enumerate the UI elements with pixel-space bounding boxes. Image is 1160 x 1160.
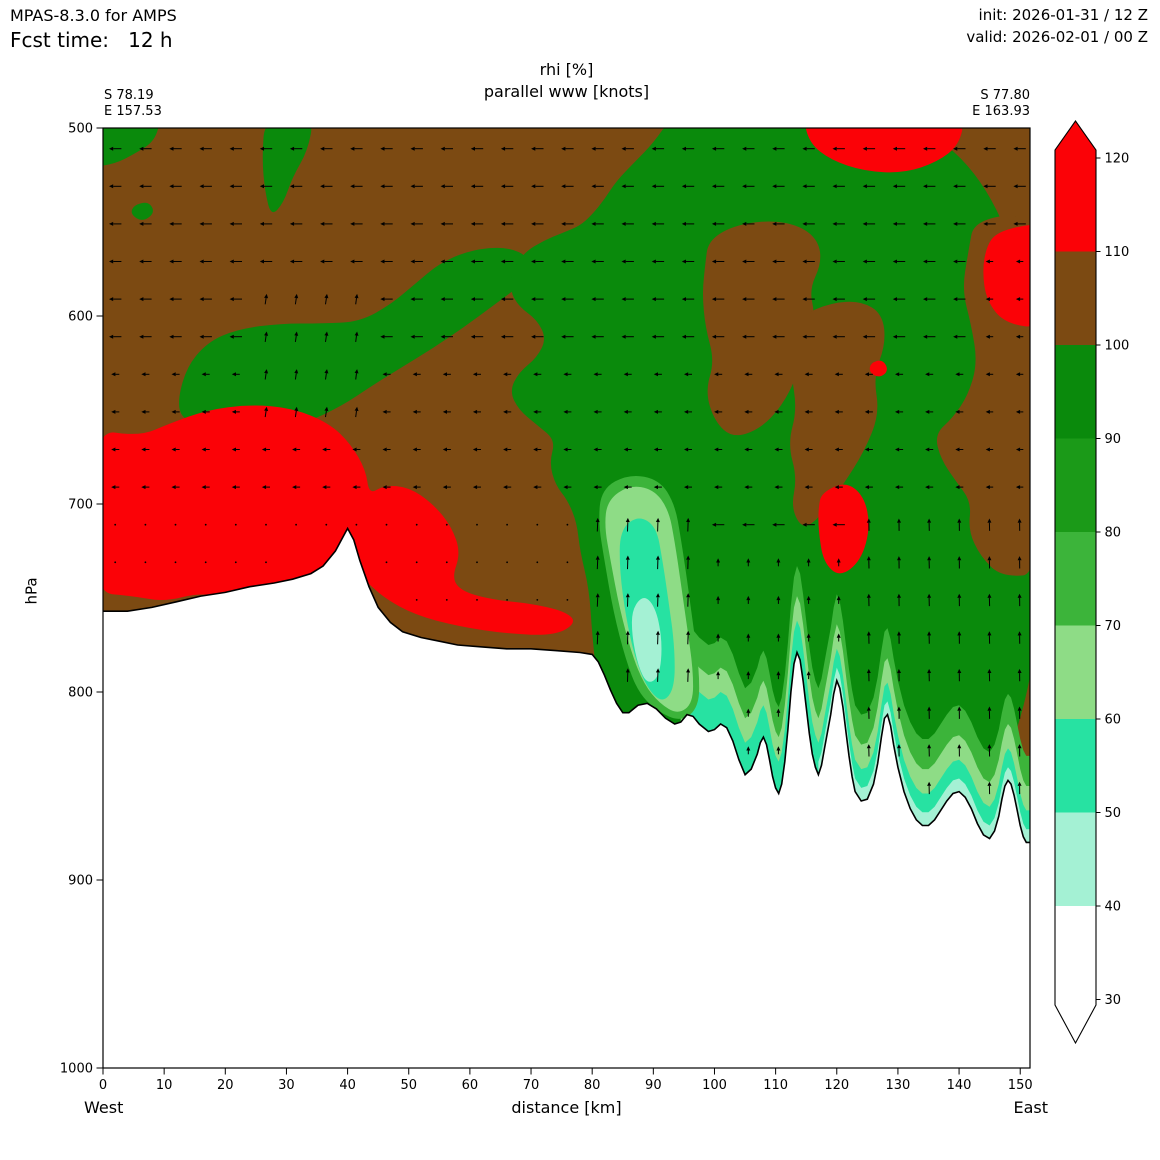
svg-text:80: 80 (584, 1078, 601, 1093)
end-coordinates-label: S 77.80 E 163.93 (103, 88, 1030, 120)
colorbar-outline (1054, 120, 1097, 1045)
svg-text:150: 150 (1008, 1078, 1033, 1093)
svg-text:700: 700 (68, 498, 93, 513)
x-axis-ticks: 0 10 20 30 40 50 60 70 80 90 100 110 120 130 140 150 (99, 1068, 1033, 1093)
svg-text:100: 100 (702, 1078, 727, 1093)
red-left-band (103, 405, 574, 635)
svg-text:60: 60 (462, 1078, 479, 1093)
red-right-edge (983, 225, 1030, 327)
colorbar: 30 40 50 60 70 80 90 100 110 120 (1054, 120, 1130, 1045)
colorbar-tick-label: 100 (1105, 339, 1130, 354)
init-time-label: init: 2026-01-31 / 12 Z (978, 6, 1148, 24)
terrain-outline (103, 526, 1030, 844)
svg-text:500: 500 (68, 122, 93, 137)
colorbar-tick-label: 30 (1105, 993, 1122, 1008)
colorbar-tick-label: 40 (1105, 900, 1122, 915)
colorbar-tick-label: 120 (1105, 152, 1130, 167)
colorbar-under-arrow (1055, 1005, 1096, 1043)
red-dot (869, 360, 887, 377)
end-lat: S 77.80 (980, 88, 1030, 103)
forecast-time-label: Fcst time: 12 h (10, 28, 173, 52)
svg-text:600: 600 (68, 310, 93, 325)
svg-text:120: 120 (824, 1078, 849, 1093)
colorbar-tick-label: 110 (1105, 245, 1130, 260)
green-topleft-dot (131, 202, 153, 220)
colorbar-over-arrow (1055, 121, 1096, 150)
east-label: East (1013, 1098, 1048, 1117)
start-coordinates-label: S 78.19 E 157.53 (104, 88, 162, 120)
valid-time-label: valid: 2026-02-01 / 00 Z (966, 28, 1148, 46)
colorbar-tick-label: 50 (1105, 806, 1122, 821)
y-axis-ticks: 500 600 700 800 900 1000 (60, 122, 103, 1077)
terrain-mask (103, 528, 1030, 1068)
svg-text:70: 70 (523, 1078, 540, 1093)
red-topright (806, 128, 963, 173)
svg-text:20: 20 (217, 1078, 234, 1093)
svg-text:90: 90 (645, 1078, 662, 1093)
plot-border (102, 127, 1031, 1069)
start-lat: S 78.19 (104, 88, 154, 103)
terrain-band-c50 (687, 620, 1030, 848)
plot-title-wind: parallel www [knots] (483, 82, 650, 101)
red-small-blob (818, 484, 869, 574)
colorbar-tick-label: 60 (1105, 713, 1122, 728)
x-axis-title: distance [km] (511, 1098, 622, 1117)
svg-text:40: 40 (339, 1078, 356, 1093)
model-version-label: MPAS-8.3.0 for AMPS (10, 6, 177, 25)
brown-hole-1 (703, 221, 821, 436)
svg-text:30: 30 (278, 1078, 295, 1093)
svg-text:900: 900 (68, 874, 93, 889)
svg-text:10: 10 (156, 1078, 173, 1093)
green-topleft (103, 128, 159, 166)
colorbar-tick-label: 90 (1105, 432, 1122, 447)
west-label: West (84, 1098, 124, 1117)
svg-text:50: 50 (400, 1078, 417, 1093)
colorbar-tick-label: 80 (1105, 526, 1122, 541)
tongue-40 (631, 598, 662, 682)
plot-title-field: rhi [%] (539, 60, 594, 79)
svg-text:1000: 1000 (60, 1062, 93, 1077)
svg-text:110: 110 (763, 1078, 788, 1093)
brown-hole-2 (790, 301, 885, 526)
colorbar-tick-label: 70 (1105, 619, 1122, 634)
end-lon: E 163.93 (972, 104, 1030, 119)
green-central-blob (179, 247, 529, 433)
svg-text:800: 800 (68, 686, 93, 701)
svg-text:0: 0 (99, 1078, 107, 1093)
wind-arrows (109, 146, 1026, 795)
svg-text:140: 140 (947, 1078, 972, 1093)
contour-field (103, 128, 1030, 1068)
start-lon: E 157.53 (104, 104, 162, 119)
svg-text:130: 130 (886, 1078, 911, 1093)
